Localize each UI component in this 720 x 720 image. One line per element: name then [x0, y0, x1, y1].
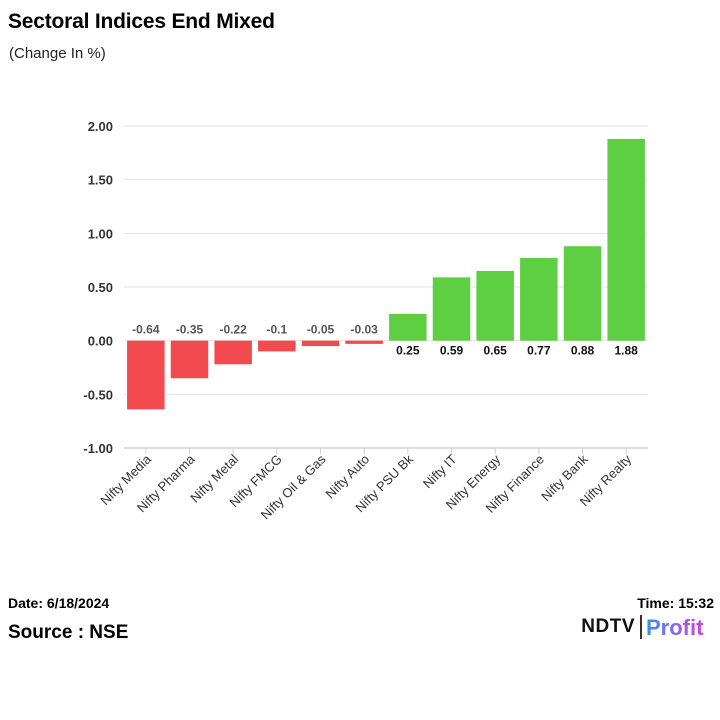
y-tick-label: 0.50 — [88, 280, 113, 295]
data-label: 1.88 — [614, 344, 638, 358]
data-label: 0.88 — [571, 344, 595, 358]
data-label: -0.64 — [132, 323, 160, 337]
y-tick-label: 1.50 — [88, 173, 113, 188]
source-label: Source : NSE — [8, 622, 129, 643]
y-tick-label: -0.50 — [83, 387, 113, 402]
data-label: -0.03 — [350, 323, 378, 337]
data-label: 0.25 — [396, 344, 420, 358]
data-label: 0.77 — [527, 344, 551, 358]
y-tick-label: -1.00 — [83, 441, 113, 456]
brand-profit-text: Profit — [646, 615, 704, 640]
y-tick-label: 1.00 — [88, 226, 113, 241]
data-label: -0.35 — [176, 323, 204, 337]
bar-nifty-psu-bk — [389, 313, 427, 341]
x-tick-label: Nifty IT — [420, 451, 460, 491]
y-tick-label: 0.00 — [88, 334, 113, 349]
date-label: Date: 6/18/2024 — [8, 595, 110, 611]
y-tick-label: 2.00 — [88, 119, 113, 134]
data-label: -0.05 — [307, 323, 335, 337]
bar-nifty-fmcg — [258, 340, 296, 352]
bar-nifty-bank — [563, 246, 602, 341]
bar-chart: -1.00 -0.50 0.00 0.50 1.00 1.50 2.00 -0.64 Nifty… — [83, 119, 648, 522]
bar-nifty-realty — [607, 138, 645, 341]
brand-profit: Profit — [646, 615, 704, 640]
bar-nifty-oil-gas — [301, 340, 340, 347]
bar-nifty-it — [432, 277, 471, 341]
brand-ndtv: NDTV — [581, 616, 635, 637]
bar-nifty-energy — [476, 270, 514, 341]
time-label: Time: 15:32 — [637, 595, 714, 611]
bar-nifty-media — [127, 340, 165, 410]
chart-title: Sectoral Indices End Mixed — [8, 10, 275, 33]
data-label: -0.22 — [219, 323, 247, 337]
brand-separator — [640, 615, 642, 639]
bar-nifty-auto — [345, 340, 383, 344]
chart-subtitle: (Change In %) — [9, 45, 106, 62]
data-label: 0.59 — [440, 344, 464, 358]
data-label: -0.1 — [266, 323, 287, 337]
bar-nifty-metal — [214, 340, 252, 365]
brand-logo: NDTV Profit — [581, 613, 712, 641]
bar-nifty-finance — [520, 258, 558, 341]
data-label: 0.65 — [483, 344, 507, 358]
bar-nifty-pharma — [170, 340, 209, 379]
